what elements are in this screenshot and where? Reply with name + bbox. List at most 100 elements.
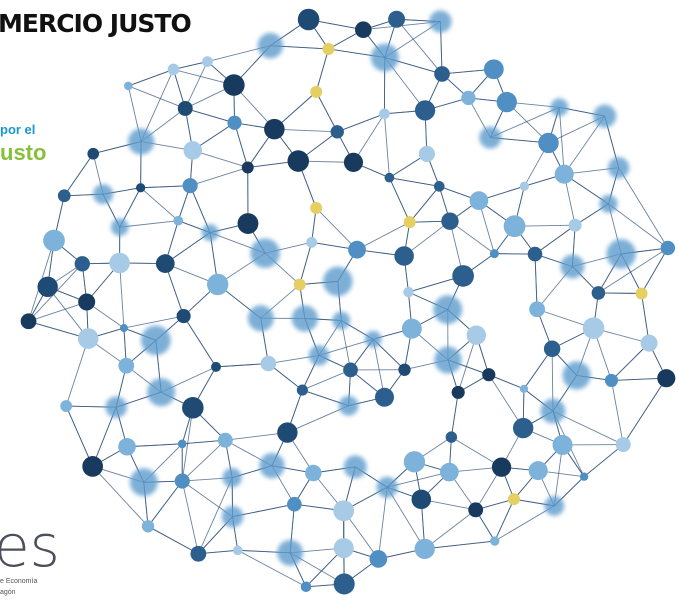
node: [520, 385, 528, 393]
node: [37, 277, 57, 297]
node: [128, 128, 154, 154]
node: [344, 455, 367, 478]
node: [277, 540, 303, 566]
node: [560, 255, 584, 279]
node: [259, 453, 284, 478]
node: [569, 219, 582, 232]
node: [492, 458, 511, 477]
node: [147, 378, 175, 406]
node: [541, 399, 566, 424]
node: [394, 246, 414, 266]
node: [60, 400, 72, 412]
node: [440, 463, 459, 482]
tagline-bottom: usto: [0, 140, 46, 165]
node: [404, 451, 425, 472]
node: [339, 396, 359, 416]
node: [403, 287, 413, 297]
node: [461, 91, 475, 105]
node: [641, 335, 658, 352]
node: [301, 581, 312, 592]
node: [202, 224, 219, 241]
node: [446, 431, 457, 442]
node: [529, 461, 548, 480]
node: [298, 9, 320, 31]
node: [218, 433, 233, 448]
node: [130, 468, 158, 496]
node: [233, 546, 243, 556]
node: [182, 397, 204, 419]
node: [292, 305, 318, 331]
node: [415, 539, 435, 559]
node: [248, 305, 274, 331]
node: [528, 247, 543, 262]
node: [580, 473, 588, 481]
node: [371, 44, 399, 72]
node: [490, 249, 499, 258]
node: [75, 256, 90, 271]
node: [553, 435, 573, 455]
node: [250, 238, 279, 267]
node: [343, 363, 358, 378]
node: [508, 493, 520, 505]
node: [223, 468, 242, 487]
node: [404, 216, 416, 228]
node: [310, 202, 322, 214]
logo-line-1: e Economía: [0, 578, 37, 585]
node: [482, 368, 495, 381]
node: [333, 500, 354, 521]
node: [183, 178, 198, 193]
node: [441, 213, 458, 230]
node: [78, 328, 99, 349]
node: [109, 253, 130, 274]
logo-line-2: agón: [0, 589, 16, 596]
node: [120, 324, 128, 332]
node: [606, 239, 635, 268]
node: [277, 422, 297, 442]
node: [513, 418, 533, 438]
node: [661, 241, 675, 255]
node: [467, 326, 486, 345]
node: [497, 92, 517, 112]
node: [211, 362, 221, 372]
node: [258, 33, 283, 58]
node: [78, 294, 95, 311]
node: [287, 497, 302, 512]
node: [402, 319, 422, 339]
node: [168, 64, 180, 76]
node: [124, 82, 133, 91]
node: [520, 182, 529, 191]
node: [306, 237, 317, 248]
node: [334, 538, 354, 558]
node: [592, 286, 606, 300]
node: [504, 215, 526, 237]
node: [433, 295, 462, 324]
node: [238, 213, 259, 234]
node: [379, 108, 390, 119]
node: [412, 490, 432, 510]
node: [550, 98, 568, 116]
node: [385, 173, 395, 183]
node: [82, 456, 103, 477]
node: [21, 313, 37, 329]
node: [479, 127, 501, 149]
node: [375, 388, 394, 407]
node: [419, 146, 435, 162]
node: [334, 573, 355, 594]
node: [593, 105, 616, 128]
node: [87, 148, 99, 160]
node: [616, 437, 631, 452]
node: [207, 274, 228, 295]
node: [118, 358, 134, 374]
node: [484, 59, 504, 79]
node: [111, 218, 129, 236]
node: [175, 473, 190, 488]
network-illustration: MERCIO JUSTO por el usto es e Economía a…: [0, 0, 679, 604]
node: [331, 125, 344, 138]
node: [434, 181, 445, 192]
node: [178, 101, 193, 116]
node: [242, 162, 254, 174]
node: [434, 346, 461, 373]
node: [657, 369, 675, 387]
node: [377, 477, 398, 498]
node: [287, 150, 309, 172]
